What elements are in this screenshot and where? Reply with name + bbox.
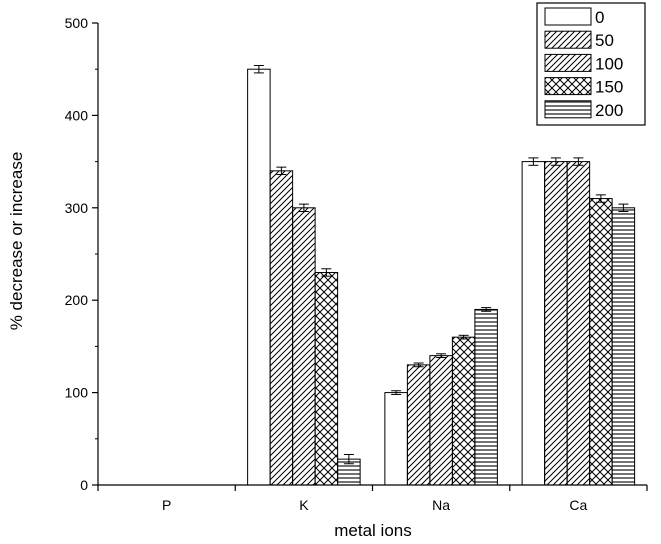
y-tick-label: 500 <box>65 15 89 31</box>
error-bar-k-150 <box>321 268 332 277</box>
error-bar-ca-50 <box>550 157 561 166</box>
bar-ca-200 <box>611 207 636 486</box>
legend-item-150: 150 <box>544 77 623 97</box>
bar-na-0 <box>384 392 408 486</box>
y-tick-label: 100 <box>65 385 89 401</box>
legend-item-50: 50 <box>544 30 614 50</box>
y-tick-label: 300 <box>65 200 89 216</box>
error-bar-k-200 <box>343 454 354 465</box>
y-tick-label: 400 <box>65 107 89 123</box>
bar-na-200 <box>474 308 498 486</box>
legend-label-150: 150 <box>595 78 623 97</box>
error-bar-k-0 <box>253 65 264 74</box>
error-bar-na-150 <box>458 334 469 340</box>
legend-swatch-0 <box>544 7 592 26</box>
legend-swatch-100 <box>544 53 592 72</box>
bar-k-50 <box>269 170 294 486</box>
error-bar-na-0 <box>391 390 402 395</box>
x-tick-label-na: Na <box>432 497 450 513</box>
error-bar-ca-100 <box>573 157 584 166</box>
bar-k-100 <box>292 207 316 486</box>
bar-k-150 <box>314 271 339 486</box>
legend-item-200: 200 <box>544 100 623 120</box>
legend: 0 50 100 150 200 <box>536 2 646 126</box>
error-bar-ca-0 <box>528 157 539 166</box>
error-bar-na-100 <box>436 353 447 358</box>
bar-k-0 <box>247 68 271 486</box>
bar-na-50 <box>406 364 431 486</box>
bar-ca-150 <box>589 198 613 486</box>
bar-na-100 <box>429 355 453 486</box>
error-bar-k-50 <box>276 166 287 176</box>
x-axis: P K Na Ca <box>97 484 648 513</box>
legend-swatch-50 <box>544 30 592 49</box>
x-tick-label-k: K <box>299 497 309 513</box>
bar-ca-100 <box>566 161 591 486</box>
bar-ca-0 <box>521 161 546 486</box>
legend-label-100: 100 <box>595 54 623 73</box>
error-bar-ca-200 <box>618 203 629 212</box>
legend-label-0: 0 <box>595 8 604 27</box>
x-tick-label-p: P <box>162 497 171 513</box>
y-axis-label: % decrease or increase <box>7 152 26 331</box>
error-bar-na-50 <box>413 362 424 368</box>
error-bar-ca-150 <box>595 194 606 203</box>
plot-area <box>110 65 636 486</box>
bar-na-150 <box>451 336 476 486</box>
y-tick-label: 200 <box>65 292 89 308</box>
x-tick-label-ca: Ca <box>569 497 587 513</box>
y-axis: 0 100 200 300 400 500 <box>65 15 99 493</box>
legend-swatch-200 <box>544 100 592 119</box>
error-bar-k-100 <box>298 203 309 212</box>
legend-item-100: 100 <box>544 53 623 73</box>
legend-item-0: 0 <box>544 7 604 27</box>
error-bar-na-200 <box>481 307 492 312</box>
x-axis-label: metal ions <box>334 521 411 540</box>
bar-ca-50 <box>544 161 568 486</box>
legend-swatch-150 <box>544 77 592 96</box>
legend-label-200: 200 <box>595 101 623 120</box>
y-tick-label: 0 <box>80 477 88 493</box>
legend-label-50: 50 <box>595 31 614 50</box>
